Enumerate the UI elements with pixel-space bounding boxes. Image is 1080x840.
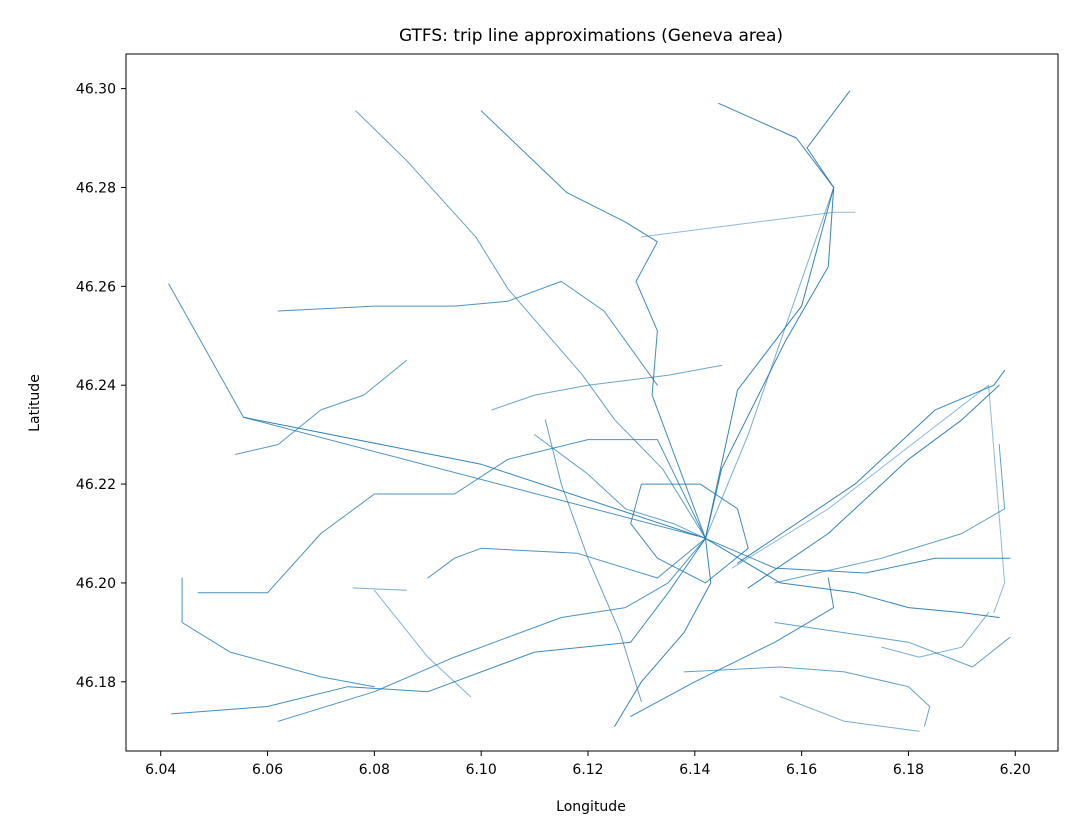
x-tick-label: 6.16 (786, 762, 817, 778)
trip-line (705, 90, 851, 539)
trip-line (491, 364, 722, 411)
y-tick-label: 46.18 (76, 675, 116, 691)
trip-line (352, 587, 407, 591)
y-tick-label: 46.26 (76, 279, 116, 295)
trip-line (277, 537, 706, 722)
trip-line (640, 211, 856, 238)
trip-line (774, 622, 1011, 668)
trip-line (630, 577, 835, 717)
x-tick-label: 6.04 (145, 762, 176, 778)
y-axis-label: Latitude (27, 374, 43, 432)
x-axis-ticks: 6.04 6.06 6.08 6.10 6.12 6.14 6.16 6.18 6.20 (145, 751, 1031, 778)
y-tick-label: 46.30 (76, 82, 116, 98)
trip-line (747, 384, 1000, 589)
trip-line (181, 577, 375, 688)
trip-line (427, 537, 706, 579)
trip-line (705, 187, 835, 539)
trip-lines (168, 90, 1011, 732)
trip-line (737, 369, 1006, 564)
plot-frame (125, 53, 1059, 752)
y-tick-label: 46.24 (76, 378, 116, 394)
trip-line (544, 419, 642, 703)
y-tick-label: 46.22 (76, 477, 116, 493)
x-tick-label: 6.14 (679, 762, 710, 778)
x-tick-label: 6.12 (572, 762, 603, 778)
y-tick-label: 46.28 (76, 180, 116, 196)
x-tick-label: 6.20 (1000, 762, 1031, 778)
x-tick-label: 6.18 (893, 762, 924, 778)
trip-line (881, 612, 990, 658)
x-tick-label: 6.08 (359, 762, 390, 778)
y-axis-ticks: 46.18 46.20 46.22 46.24 46.26 46.28 46.30 (76, 82, 126, 691)
y-tick-label: 46.20 (76, 576, 116, 592)
trip-line (731, 384, 1006, 614)
trip-line (235, 360, 407, 455)
x-tick-label: 6.10 (466, 762, 497, 778)
trip-line (779, 696, 920, 732)
trip-line (614, 537, 712, 727)
trip-line (243, 416, 706, 539)
trip-line (197, 439, 706, 594)
trip-line (630, 483, 749, 584)
trip-line (774, 444, 1006, 584)
trip-line (373, 589, 471, 698)
trip-line (277, 280, 658, 386)
chart-title: GTFS: trip line approximations (Geneva a… (399, 26, 783, 46)
trip-line (705, 102, 835, 539)
trip-line (480, 110, 706, 539)
trip-line (705, 537, 1000, 618)
x-tick-label: 6.06 (252, 762, 283, 778)
trip-line (705, 537, 1011, 574)
trip-line (683, 666, 931, 727)
trip-line (355, 110, 706, 539)
trip-line (534, 434, 706, 539)
x-axis-label: Longitude (556, 799, 626, 815)
trip-line (168, 283, 698, 537)
trip-line (170, 537, 706, 715)
